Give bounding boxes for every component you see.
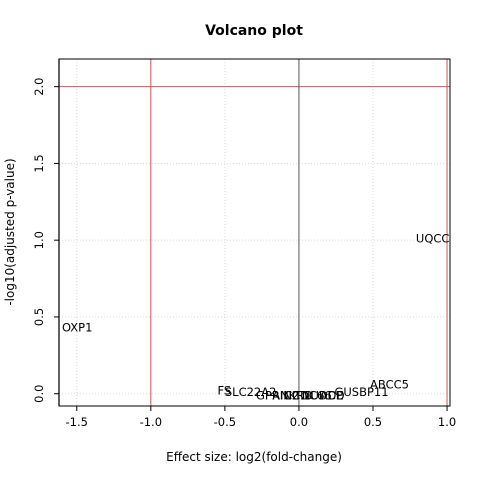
chart-title: Volcano plot [205,23,303,39]
gene-label: NUDCD [302,388,345,402]
plot-frame [58,58,451,407]
x-tick-label: 0.0 [290,415,308,429]
y-tick-label: 1.0 [32,231,46,249]
gene-label: GUSBP11 [334,385,388,399]
x-axis: -1.5 -1.0 -0.5 0.0 0.5 1.0 [66,406,456,429]
gene-label: SLC22A2 [225,385,277,399]
x-axis-label: Effect size: log2(fold-change) [166,450,342,464]
gene-label: GPRIN2 [256,388,299,402]
gene-label: ADE [320,388,344,402]
gene-label: OXP1 [62,321,92,335]
x-tick-label: -1.0 [140,415,162,429]
gene-label: FS [217,384,231,398]
x-tick-label: 0.5 [364,415,382,429]
x-tick-label: 1.0 [438,415,456,429]
gene-label: ABCC5 [370,378,409,392]
gene-label: CCDC66 [284,388,332,402]
y-tick-label: 0.0 [32,385,46,403]
x-tick-label: -0.5 [214,415,236,429]
y-tick-label: 0.5 [32,308,46,326]
y-tick-label: 1.5 [32,154,46,172]
y-tick-label: 2.0 [32,77,46,95]
y-axis-label: -log10(adjusted p-value) [3,158,17,305]
y-axis: 0.0 0.5 1.0 1.5 2.0 [32,77,59,403]
gene-label: UQCC [416,232,450,246]
x-tick-label: -1.5 [66,415,88,429]
gene-label: ANKRD [272,388,313,402]
